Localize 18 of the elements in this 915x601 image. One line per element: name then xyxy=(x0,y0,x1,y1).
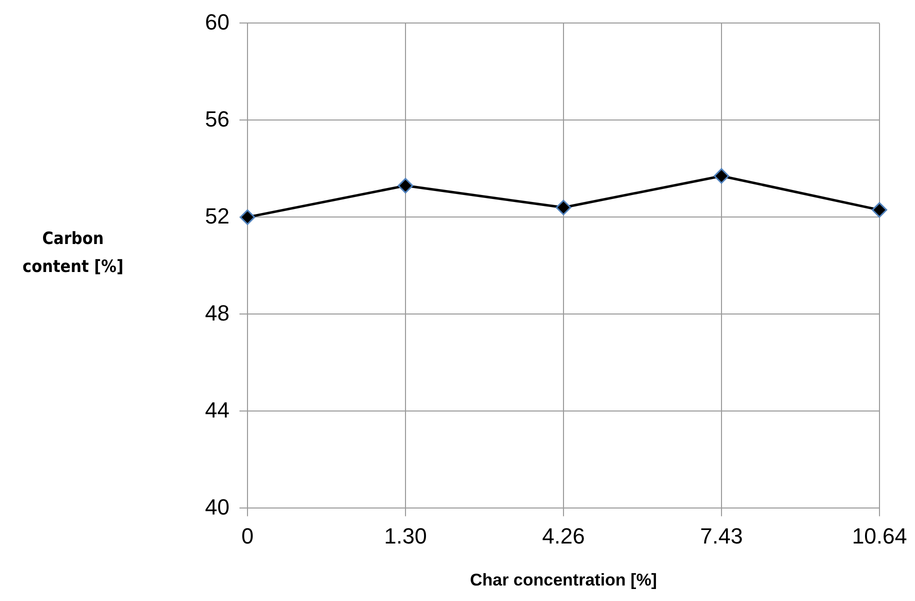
y-axis-title: Carbon content [%] xyxy=(22,228,124,279)
y-tick-label: 44 xyxy=(204,397,230,422)
x-tick-label: 0 xyxy=(241,523,254,548)
point xyxy=(714,168,730,184)
x-tick-label: 10.64 xyxy=(852,523,908,548)
y-tick-label: 52 xyxy=(204,203,230,228)
x-tick-label: 1.30 xyxy=(384,523,427,548)
y-tick-label: 56 xyxy=(204,106,230,132)
y-tick-label: 48 xyxy=(204,300,230,326)
x-tick-label: 7.43 xyxy=(700,523,743,548)
point xyxy=(240,209,256,225)
point xyxy=(556,200,572,216)
x-axis-title: Char concentration [%] xyxy=(470,570,657,590)
point xyxy=(872,202,888,218)
point xyxy=(398,178,414,194)
x-tick-label: 4.26 xyxy=(542,523,585,548)
y-tick-label: 60 xyxy=(204,9,230,34)
y-tick-label: 40 xyxy=(204,494,230,520)
